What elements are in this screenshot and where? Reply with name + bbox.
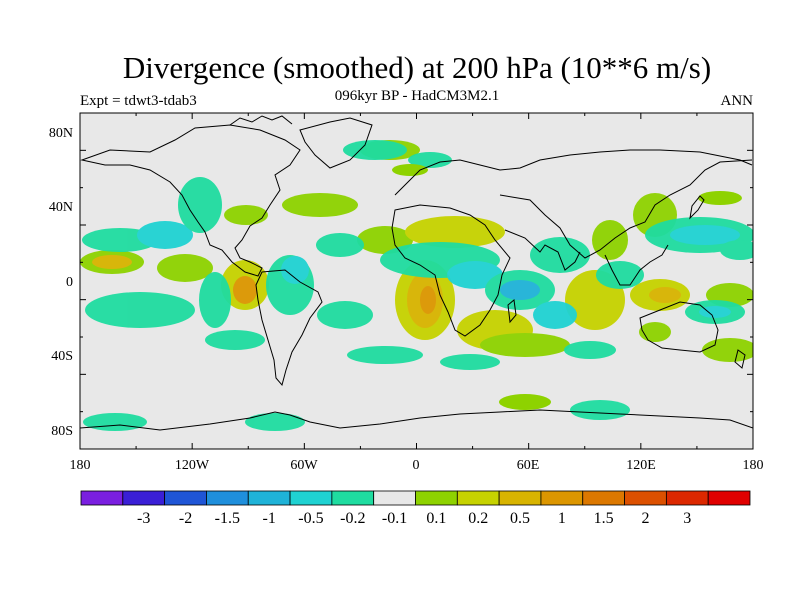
colorbar-labels: -3 -2 -1.5 -1 -0.5 -0.2 -0.1 0.1 0.2 0.5 1 1.5 2 3 xyxy=(137,510,691,527)
lon-label-120e: 120E xyxy=(626,458,656,473)
colorbar-label: -1.5 xyxy=(215,510,240,527)
asia-coast xyxy=(499,159,753,259)
colorbar-label: 1.5 xyxy=(594,510,614,527)
map-title: Divergence (smoothed) at 200 hPa (10**6 … xyxy=(122,50,712,85)
lat-label-0: 0 xyxy=(66,275,73,290)
divergence-field xyxy=(80,140,753,431)
lat-label-80n: 80N xyxy=(49,126,73,141)
new-zealand-coast xyxy=(734,349,746,369)
lat-label-40n: 40N xyxy=(49,200,73,215)
lon-label-60e: 60E xyxy=(517,458,540,473)
lon-label-0: 0 xyxy=(413,458,420,473)
colorbar-swatch xyxy=(665,490,709,506)
extra-positive xyxy=(392,164,742,410)
colorbar-label: 2 xyxy=(641,510,649,527)
colorbar-swatch xyxy=(122,490,166,506)
antarctica-coast xyxy=(80,409,753,431)
colorbar-swatch xyxy=(206,490,249,506)
lon-label-120w: 120W xyxy=(175,458,210,473)
colorbar-label: -3 xyxy=(137,510,150,527)
colorbar-swatch xyxy=(164,490,207,506)
colorbar-swatch xyxy=(498,490,542,506)
coastlines xyxy=(80,115,753,431)
lat-label-40s: 40S xyxy=(51,349,73,364)
japan-coast xyxy=(689,195,705,220)
lon-label-180w: 180 xyxy=(70,458,91,473)
greenland-coast xyxy=(299,117,373,169)
season-label: ANN xyxy=(720,93,754,109)
colorbar-swatch xyxy=(707,490,751,506)
lon-label-180e: 180 xyxy=(743,458,764,473)
colorbar-swatch xyxy=(582,490,625,506)
arabia-india-coast xyxy=(504,229,581,271)
africa-coast xyxy=(391,204,511,337)
colorbar-label: -0.5 xyxy=(298,510,323,527)
colorbar-label: 0.5 xyxy=(510,510,530,527)
colorbar xyxy=(80,490,751,506)
south-america-coast xyxy=(255,269,323,387)
colorbar-label: 0.2 xyxy=(468,510,488,527)
colorbar-label: 1 xyxy=(558,510,566,527)
colorbar-swatch xyxy=(331,490,375,506)
australia-coast xyxy=(639,301,719,353)
madagascar-coast xyxy=(507,299,517,324)
colorbar-swatch xyxy=(456,490,500,506)
europe-coast xyxy=(394,149,753,196)
experiment-label: Expt = tdwt3-tdab3 xyxy=(80,93,197,109)
colorbar-label: 3 xyxy=(683,510,691,527)
colorbar-swatch xyxy=(415,490,458,506)
colorbar-label: -1 xyxy=(262,510,275,527)
colorbar-swatch xyxy=(289,490,333,506)
colorbar-label: -0.1 xyxy=(382,510,407,527)
colorbar-swatch xyxy=(540,490,584,506)
colorbar-swatch xyxy=(373,490,416,506)
axis-ticks xyxy=(79,112,754,450)
negative-anomalies xyxy=(82,140,753,431)
colorbar-swatch xyxy=(80,490,124,506)
lat-label-80s: 80S xyxy=(51,424,73,439)
arctic-islands xyxy=(229,115,293,126)
map-subtitle: 096kyr BP - HadCM3M2.1 xyxy=(334,88,500,104)
colorbar-label: 0.1 xyxy=(426,510,446,527)
colorbar-label: -0.2 xyxy=(340,510,365,527)
colorbar-label: -2 xyxy=(179,510,192,527)
lon-label-60w: 60W xyxy=(290,458,318,473)
positive-anomalies xyxy=(80,140,753,362)
colorbar-swatch xyxy=(247,490,291,506)
southeast-asia-coast xyxy=(604,244,669,286)
north-america-coast xyxy=(80,124,301,277)
colorbar-swatch xyxy=(624,490,667,506)
